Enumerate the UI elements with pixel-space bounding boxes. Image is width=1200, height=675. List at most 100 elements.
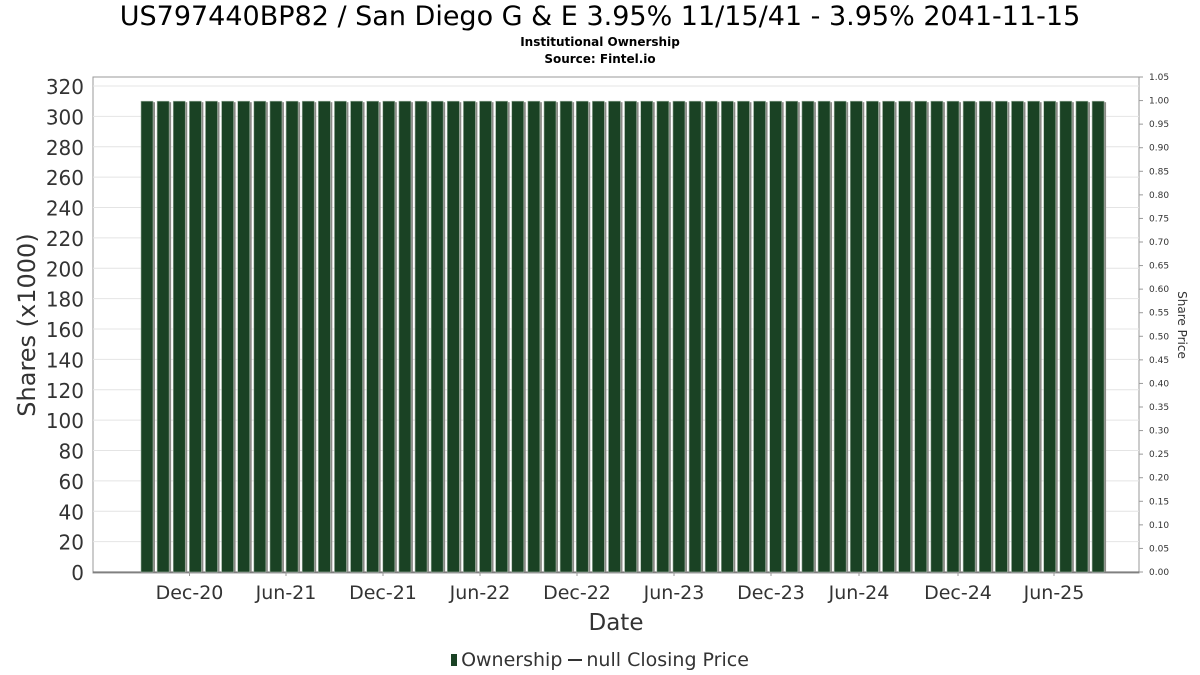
- bar: [318, 100, 331, 573]
- y2-tick-label: 0.60: [1149, 285, 1169, 295]
- bar: [914, 100, 928, 573]
- bar: [269, 100, 283, 573]
- bar: [785, 100, 799, 573]
- y2-tick-label: 0.95: [1149, 120, 1169, 130]
- y-tick-label: 120: [46, 379, 84, 403]
- y2-tick-label: 1.05: [1149, 73, 1169, 83]
- bar: [285, 100, 299, 573]
- legend-price-label: null Closing Price: [586, 648, 749, 671]
- bar: [205, 100, 218, 573]
- y2-tick-label: 0.55: [1149, 309, 1169, 319]
- y-tick-label: 80: [59, 440, 84, 464]
- bar: [559, 100, 573, 573]
- bar: [511, 100, 525, 573]
- bar: [769, 100, 782, 573]
- y-tick-label: 20: [59, 531, 84, 555]
- bar: [495, 100, 508, 573]
- y2-tick-label: 0.15: [1149, 497, 1169, 507]
- bar: [430, 100, 444, 573]
- bar: [1027, 100, 1040, 573]
- legend-ownership-label: Ownership: [461, 648, 563, 671]
- y2-tick-label: 0.80: [1149, 191, 1169, 201]
- bar: [479, 100, 492, 573]
- bar: [978, 100, 992, 573]
- bar: [962, 100, 976, 573]
- y-tick-label: 320: [46, 75, 84, 99]
- y-tick-label: 260: [46, 166, 84, 190]
- bar: [414, 100, 428, 573]
- bar: [527, 100, 541, 573]
- bar: [995, 100, 1008, 573]
- bar: [688, 100, 702, 573]
- y-tick-label: 60: [59, 470, 84, 494]
- y2-tick-label: 0.35: [1149, 403, 1169, 413]
- bar: [140, 100, 154, 573]
- bar: [350, 100, 363, 573]
- y-tick-label: 220: [46, 227, 84, 251]
- y2-axis-label: Share Price: [1175, 291, 1189, 359]
- chart-title: US797440BP82 / San Diego G & E 3.95% 11/…: [119, 1, 1081, 32]
- bar: [575, 100, 589, 573]
- bar: [1091, 100, 1105, 573]
- bar: [1011, 100, 1024, 573]
- bar: [833, 100, 847, 573]
- x-tick-label: Dec-22: [543, 582, 611, 604]
- bar: [753, 100, 766, 573]
- y-tick-label: 100: [46, 409, 84, 433]
- x-tick-label: Jun-24: [828, 582, 890, 604]
- bar: [1059, 100, 1073, 573]
- x-tick-label: Dec-21: [349, 582, 417, 604]
- bar: [172, 100, 186, 573]
- x-tick-label: Jun-23: [643, 582, 705, 604]
- x-tick-label: Dec-24: [924, 582, 992, 604]
- bar: [817, 100, 831, 573]
- bar: [446, 100, 460, 573]
- y-tick-label: 200: [46, 257, 84, 281]
- bar: [366, 100, 379, 573]
- bar: [866, 100, 879, 573]
- bar: [382, 100, 396, 573]
- x-tick-label: Jun-21: [255, 582, 317, 604]
- chart-source: Source: Fintel.io: [544, 52, 656, 66]
- x-tick-label: Jun-22: [449, 582, 511, 604]
- bar: [253, 100, 267, 573]
- y2-tick-label: 0.65: [1149, 262, 1169, 272]
- bar: [640, 100, 654, 573]
- bar: [946, 100, 960, 573]
- bar: [1075, 100, 1089, 573]
- y2-tick-label: 0.75: [1149, 214, 1169, 224]
- bar: [301, 100, 315, 573]
- y-tick-label: 180: [46, 288, 84, 312]
- bar: [898, 100, 911, 573]
- y-tick-label: 0: [71, 561, 84, 585]
- bar: [608, 100, 621, 573]
- bar: [721, 100, 734, 573]
- bar: [930, 100, 944, 573]
- bar: [592, 100, 605, 573]
- y-axis-label: Shares (x1000): [13, 233, 41, 416]
- y-tick-label: 300: [46, 105, 84, 129]
- y2-tick-label: 0.40: [1149, 379, 1169, 389]
- bar: [189, 100, 202, 573]
- y2-tick-label: 0.00: [1149, 568, 1169, 578]
- bar: [624, 100, 637, 573]
- y2-tick-label: 0.25: [1149, 450, 1169, 460]
- x-tick-label: Dec-23: [737, 582, 805, 604]
- x-tick-label: Dec-20: [156, 582, 224, 604]
- bar: [463, 100, 476, 573]
- y2-tick-label: 0.10: [1149, 521, 1169, 531]
- bar: [1043, 100, 1057, 573]
- bar: [156, 100, 170, 573]
- bar: [656, 100, 670, 573]
- x-tick-label: Jun-25: [1023, 582, 1085, 604]
- bar: [398, 100, 412, 573]
- y2-tick-label: 0.20: [1149, 474, 1169, 484]
- chart-legend: Ownership null Closing Price: [0, 648, 1200, 671]
- bar: [849, 100, 863, 573]
- bar: [334, 100, 347, 573]
- y-tick-label: 40: [59, 500, 84, 524]
- y2-tick-label: 1.00: [1149, 97, 1169, 107]
- bar: [672, 100, 686, 573]
- y2-tick-label: 0.05: [1149, 544, 1169, 554]
